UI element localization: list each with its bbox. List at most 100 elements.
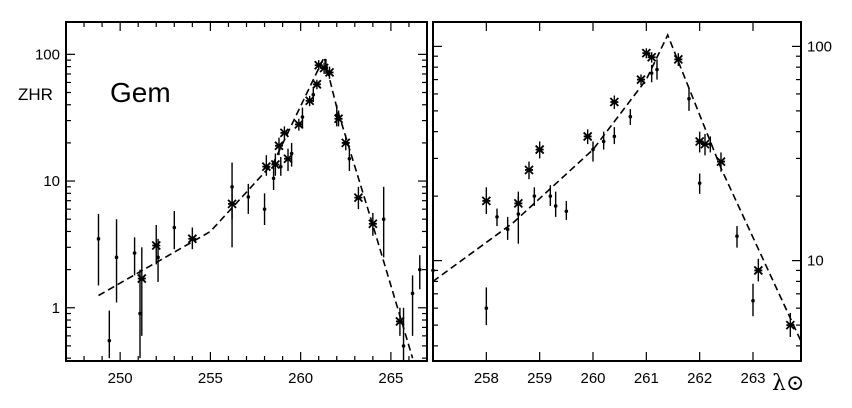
dot-marker bbox=[735, 234, 739, 239]
plot-frame-right bbox=[432, 21, 802, 362]
dot-point bbox=[612, 127, 617, 145]
dot-marker bbox=[532, 194, 537, 198]
fit-line bbox=[432, 33, 802, 342]
axis-ticks-right: 258 259 260 261 262 263 10 100 bbox=[432, 22, 832, 387]
cross-point bbox=[535, 141, 545, 159]
dot-point bbox=[735, 226, 739, 248]
cross-point bbox=[524, 161, 534, 180]
dot-marker bbox=[564, 209, 569, 214]
dot-marker bbox=[612, 134, 617, 139]
x-tick-label: 250 bbox=[108, 370, 133, 387]
dot-marker bbox=[300, 115, 305, 119]
dot-point bbox=[417, 255, 422, 290]
dot-marker bbox=[381, 217, 386, 221]
dot-point bbox=[532, 187, 537, 206]
y-tick-label: 1 bbox=[52, 300, 60, 317]
dot-marker bbox=[431, 268, 435, 273]
dot-marker bbox=[708, 142, 713, 146]
dot-point bbox=[107, 310, 112, 359]
cross-point bbox=[673, 53, 683, 67]
dot-marker bbox=[548, 194, 553, 198]
dot-point bbox=[347, 148, 352, 172]
dot-marker bbox=[334, 113, 339, 118]
dot-point bbox=[172, 211, 177, 250]
dot-point bbox=[132, 237, 137, 276]
dot-point bbox=[246, 183, 251, 214]
dot-point bbox=[96, 213, 101, 286]
dot-point bbox=[601, 131, 606, 150]
dot-point bbox=[484, 287, 489, 326]
dot-marker bbox=[107, 338, 112, 343]
cross-point bbox=[261, 155, 271, 176]
dot-point bbox=[311, 88, 316, 103]
cross-point bbox=[137, 247, 147, 336]
cross-point bbox=[647, 52, 657, 63]
axis-ticks-left: 250 255 260 265 1 10 100 bbox=[35, 22, 428, 387]
y-tick-label: 100 bbox=[35, 46, 60, 63]
cross-point bbox=[187, 227, 197, 250]
x-tick-label: 260 bbox=[580, 370, 605, 387]
x-tick-label: 265 bbox=[378, 370, 403, 387]
dot-marker bbox=[262, 207, 267, 211]
dot-marker bbox=[553, 204, 558, 208]
dot-marker bbox=[516, 212, 521, 216]
cross-point bbox=[753, 258, 763, 282]
dot-marker bbox=[687, 96, 691, 101]
dot-point bbox=[516, 196, 521, 244]
dot-point bbox=[548, 185, 553, 206]
cross-point bbox=[274, 137, 284, 156]
dot-point bbox=[553, 191, 558, 217]
x-tick-label: 260 bbox=[288, 370, 313, 387]
dot-marker bbox=[401, 344, 406, 348]
dot-point bbox=[655, 59, 659, 80]
dot-marker bbox=[172, 225, 177, 230]
dot-marker bbox=[601, 139, 606, 144]
dot-point bbox=[431, 256, 435, 282]
dot-marker bbox=[655, 67, 659, 72]
dot-point bbox=[300, 107, 305, 129]
dot-point bbox=[271, 166, 276, 190]
dot-marker bbox=[591, 147, 595, 152]
cross-point bbox=[636, 74, 646, 86]
cross-point bbox=[609, 95, 619, 110]
x-tick-label: 262 bbox=[687, 370, 712, 387]
dot-marker bbox=[347, 156, 352, 161]
dot-marker bbox=[114, 255, 119, 260]
dot-marker bbox=[324, 64, 328, 69]
dot-marker bbox=[96, 237, 101, 241]
dot-point bbox=[401, 307, 406, 361]
cross-point bbox=[716, 152, 726, 172]
y-tick-label: 100 bbox=[807, 38, 832, 55]
dot-point bbox=[697, 173, 702, 194]
fit-line bbox=[98, 54, 414, 359]
dot-point bbox=[708, 136, 713, 153]
cross-point bbox=[395, 307, 405, 336]
dot-point bbox=[495, 208, 499, 227]
cross-point bbox=[283, 148, 293, 172]
cross-point bbox=[481, 187, 491, 215]
y-tick-label: 10 bbox=[43, 173, 60, 190]
cross-point bbox=[305, 95, 315, 107]
panel-right: 258 259 260 261 262 263 10 100 λ⊙ bbox=[431, 21, 832, 396]
dot-marker bbox=[230, 185, 234, 189]
dot-marker bbox=[649, 71, 654, 75]
dot-point bbox=[505, 216, 510, 240]
dot-marker bbox=[417, 267, 422, 272]
dot-point bbox=[381, 186, 386, 258]
cross-point bbox=[785, 312, 795, 338]
dot-point bbox=[289, 142, 294, 167]
dot-marker bbox=[311, 92, 316, 97]
cross-point bbox=[700, 134, 710, 156]
dot-point bbox=[324, 58, 328, 74]
dot-point bbox=[591, 141, 595, 162]
y-tick-label: 10 bbox=[807, 253, 824, 270]
dot-marker bbox=[751, 298, 755, 303]
dot-marker bbox=[246, 195, 251, 199]
data-points-left bbox=[96, 58, 422, 361]
dot-point bbox=[230, 162, 234, 248]
dot-marker bbox=[156, 255, 160, 260]
x-tick-label: 255 bbox=[198, 370, 223, 387]
dot-point bbox=[410, 275, 415, 336]
dot-marker bbox=[271, 176, 276, 181]
